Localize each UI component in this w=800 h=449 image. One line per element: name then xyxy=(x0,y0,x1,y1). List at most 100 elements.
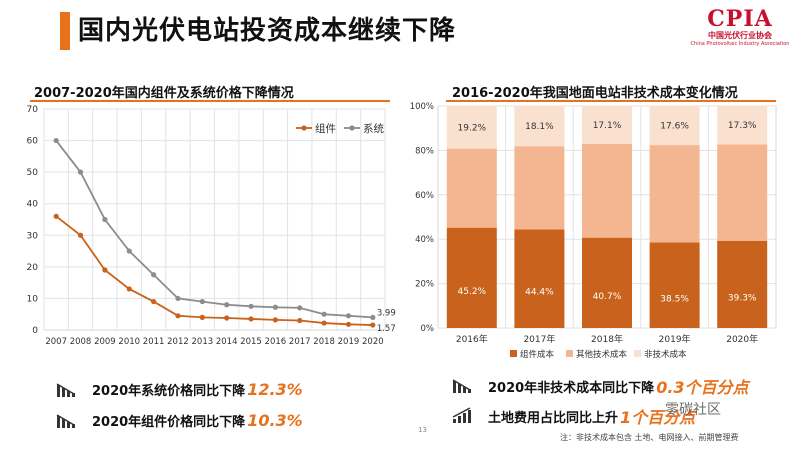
data-point xyxy=(248,316,254,322)
bar-data-label: 18.1% xyxy=(525,122,554,132)
bar-segment-1 xyxy=(582,143,632,238)
bar-segment-1 xyxy=(514,146,565,230)
data-point xyxy=(248,303,254,309)
summary-system-price: 2020年系统价格同比下降 12.3% xyxy=(56,380,303,399)
summary-land-cost: 土地费用占比同比上升 1个百分点 xyxy=(452,404,695,428)
logo-en-name: China Photovoltaic Industry Association xyxy=(690,41,790,47)
x-tick-label: 2019年 xyxy=(659,333,691,345)
data-point xyxy=(345,313,352,319)
x-tick-label: 2017年 xyxy=(523,333,555,345)
bar-segment-0 xyxy=(582,237,632,328)
x-tick-label: 2016 xyxy=(265,337,287,347)
bar-segment-0 xyxy=(649,242,700,328)
top-bar xyxy=(0,0,800,6)
data-point xyxy=(77,169,84,175)
data-point xyxy=(126,248,132,254)
declining-bars-icon xyxy=(452,379,471,393)
bar-segment-2 xyxy=(717,106,768,145)
y-tick-label: 40% xyxy=(415,235,434,245)
summary-non-tech-cost: 2020年非技术成本同比下降 0.3个百分点 xyxy=(452,374,749,398)
y-tick-label: 10 xyxy=(27,294,39,304)
y-tick-label: 60% xyxy=(415,191,434,201)
legend-label: 组件成本 xyxy=(520,349,555,360)
x-tick-label: 2012 xyxy=(167,337,189,347)
summary-text: 土地费用占比同比上升 xyxy=(488,410,619,426)
summary-value: 12.3% xyxy=(247,380,303,399)
x-tick-label: 2013 xyxy=(192,337,214,347)
data-point xyxy=(151,298,157,305)
page-title: 国内光伏电站投资成本继续下降 xyxy=(78,16,457,46)
data-point xyxy=(102,216,108,223)
legend-marker xyxy=(349,125,355,131)
summary-text: 2020年系统价格同比下降 xyxy=(92,384,246,399)
end-label-module: 1.57 xyxy=(377,324,396,334)
y-tick-label: 70 xyxy=(27,105,39,115)
x-tick-label: 2015 xyxy=(240,337,262,347)
x-tick-label: 2020年 xyxy=(726,333,758,345)
summary-value: 1个百分点 xyxy=(620,408,696,427)
series-line-0 xyxy=(55,215,373,326)
data-point xyxy=(224,315,230,321)
bar-data-label: 40.7% xyxy=(593,292,622,302)
watermark: 零碳社区 xyxy=(665,402,721,418)
y-tick-label: 60 xyxy=(27,137,39,147)
x-tick-label: 2017 xyxy=(289,337,311,347)
series-line-1 xyxy=(55,140,373,319)
data-point xyxy=(77,232,84,238)
legend-swatch xyxy=(634,350,641,357)
legend-label: 系统 xyxy=(363,122,384,135)
data-point xyxy=(272,304,278,310)
data-point xyxy=(199,314,205,320)
bar-data-label: 17.1% xyxy=(593,121,622,131)
legend-swatch xyxy=(566,350,573,357)
declining-bars-icon xyxy=(56,413,75,428)
y-tick-label: 80% xyxy=(415,146,434,156)
bar-data-label: 44.4% xyxy=(525,288,554,298)
y-tick-label: 0 xyxy=(32,326,38,336)
legend-swatch xyxy=(510,350,517,357)
data-point xyxy=(53,137,59,144)
x-tick-label: 2008 xyxy=(70,337,92,347)
summary-text: 2020年非技术成本同比下降 xyxy=(488,380,655,396)
data-point xyxy=(297,305,303,311)
bar-data-label: 38.5% xyxy=(660,294,689,304)
bar-data-label: 19.2% xyxy=(458,123,487,133)
data-point xyxy=(151,272,157,278)
summary-text: 2020年组件价格同比下降 xyxy=(92,415,246,430)
summary-value: 10.3% xyxy=(247,411,303,430)
data-point xyxy=(175,313,181,319)
data-point xyxy=(224,302,230,308)
bar-segment-2 xyxy=(649,106,700,146)
data-point xyxy=(297,317,303,324)
bar-data-label: 17.3% xyxy=(728,121,757,131)
y-tick-label: 50 xyxy=(27,168,39,178)
y-tick-label: 40 xyxy=(27,200,39,210)
data-point xyxy=(345,321,352,327)
bar-data-label: 45.2% xyxy=(458,287,487,297)
bar-segment-1 xyxy=(649,145,700,243)
data-point xyxy=(102,267,108,273)
bar-data-label: 39.3% xyxy=(728,293,757,303)
right-title-underline xyxy=(446,100,776,102)
bar-data-label: 17.6% xyxy=(660,122,689,132)
end-label-system: 3.99 xyxy=(377,308,396,318)
y-tick-label: 30 xyxy=(27,231,39,241)
bar-segment-2 xyxy=(582,106,632,144)
y-tick-label: 20 xyxy=(27,263,39,273)
x-tick-label: 2011 xyxy=(143,337,165,347)
legend-label: 组件 xyxy=(315,122,336,135)
bar-segment-2 xyxy=(514,106,565,147)
page-number: 13 xyxy=(418,426,427,434)
rising-bars-icon xyxy=(452,407,471,423)
bar-segment-2 xyxy=(446,106,497,149)
x-tick-label: 2018 xyxy=(313,337,335,347)
data-point xyxy=(370,314,376,321)
data-point xyxy=(53,213,59,219)
data-point xyxy=(199,298,205,305)
x-tick-label: 2010 xyxy=(118,337,140,347)
data-point xyxy=(370,322,376,328)
x-tick-label: 2018年 xyxy=(591,333,623,345)
cpia-logo: CPIA 中国光伏行业协会 China Photovoltaic Industr… xyxy=(690,6,790,62)
